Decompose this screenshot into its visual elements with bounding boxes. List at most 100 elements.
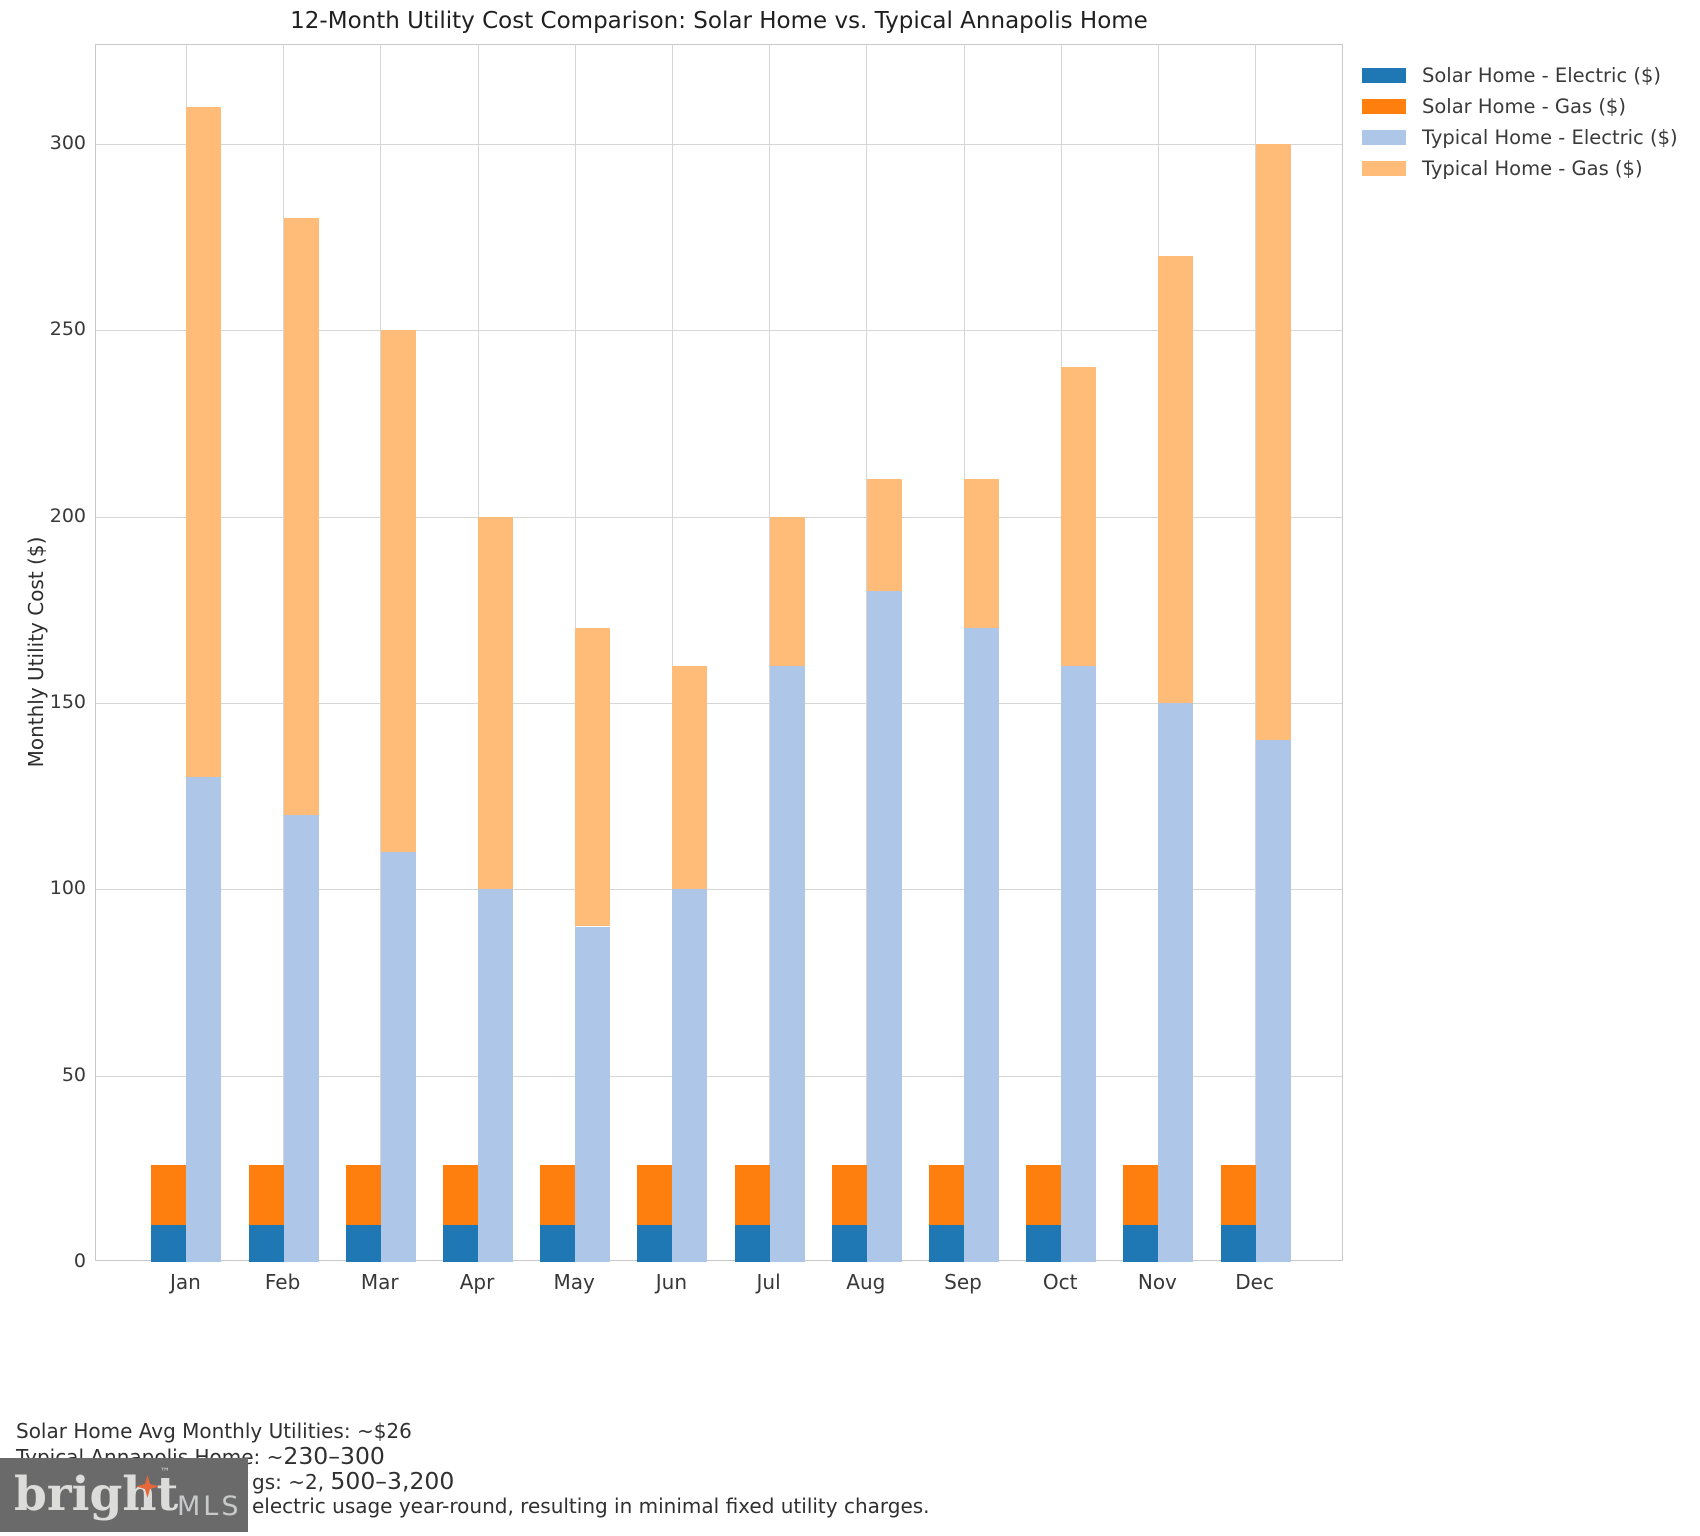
legend-swatch: [1362, 99, 1406, 114]
footnote-value: 500–3,200: [330, 1467, 455, 1495]
y-tick-label: 250: [49, 318, 86, 341]
x-tick-label: Oct: [1042, 1270, 1078, 1294]
bar-segment-typical-apr: [478, 516, 513, 890]
logo-brand-text: bright: [14, 1467, 179, 1522]
y-tick-label: 50: [61, 1063, 86, 1086]
bar-segment-typical-oct: [1061, 665, 1097, 1262]
bar-segment-typical-dec: [1255, 143, 1291, 741]
bar-segment-solar-mar: [345, 1165, 381, 1225]
bar-segment-typical-jan: [186, 106, 222, 778]
footnote-line: gs: ~2, 500–3,200: [0, 1467, 1700, 1495]
x-tick-label: Mar: [360, 1270, 399, 1294]
bar-segment-solar-jan: [151, 1165, 187, 1225]
x-tick-label: Sep: [944, 1270, 982, 1294]
y-gridline: [96, 889, 1342, 891]
footnote-text: gs: ~2,: [252, 1470, 331, 1494]
y-gridline: [96, 143, 1342, 145]
y-gridline: [96, 702, 1342, 704]
legend-item: Solar Home - Electric ($): [1362, 64, 1678, 87]
legend-label: Solar Home - Electric ($): [1422, 64, 1661, 87]
x-tick-label: May: [553, 1270, 595, 1294]
legend-swatch: [1362, 130, 1406, 145]
legend-label: Solar Home - Gas ($): [1422, 95, 1626, 118]
x-tick-label: Aug: [846, 1270, 886, 1294]
footnote-text: electric usage year-round, resulting in …: [252, 1494, 930, 1518]
bar-segment-solar-aug: [831, 1165, 867, 1225]
bar-segment-typical-mar: [380, 852, 416, 1262]
chart-title: 12-Month Utility Cost Comparison: Solar …: [290, 8, 1148, 34]
bar-segment-typical-jun: [672, 889, 708, 1262]
y-tick-label: 300: [49, 131, 86, 154]
legend-label: Typical Home - Electric ($): [1422, 126, 1678, 149]
bar-segment-solar-nov: [1123, 1224, 1159, 1262]
footnote-value: 230–300: [283, 1442, 385, 1470]
bar-segment-solar-oct: [1026, 1224, 1062, 1262]
bar-segment-typical-sep: [964, 628, 999, 1262]
bar-segment-solar-oct: [1026, 1165, 1062, 1225]
y-gridline: [96, 1075, 1342, 1077]
legend-swatch: [1362, 161, 1406, 176]
bar-segment-typical-may: [575, 628, 611, 927]
legend-item: Solar Home - Gas ($): [1362, 95, 1678, 118]
legend: Solar Home - Electric ($) Solar Home - Ga…: [1362, 64, 1678, 192]
bar-segment-solar-mar: [345, 1224, 381, 1262]
bar-segment-typical-oct: [1061, 367, 1097, 666]
x-tick-label: Dec: [1235, 1270, 1274, 1294]
x-tick-label: Nov: [1137, 1270, 1177, 1294]
y-tick-label: 0: [73, 1250, 86, 1272]
bar-segment-solar-may: [540, 1224, 576, 1262]
x-tick-label: Jun: [655, 1270, 688, 1294]
y-tick-label: 200: [49, 504, 86, 527]
x-gridline: [671, 45, 673, 1260]
bar-segment-typical-jul: [769, 665, 805, 1262]
bar-segment-solar-jun: [637, 1165, 673, 1225]
bar-segment-typical-apr: [478, 889, 513, 1262]
bar-segment-solar-apr: [443, 1224, 478, 1262]
bar-segment-typical-jun: [672, 665, 708, 890]
plot-area: [95, 44, 1343, 1262]
bar-segment-solar-jan: [151, 1224, 187, 1262]
bar-segment-solar-apr: [443, 1165, 478, 1225]
bar-segment-typical-jul: [769, 516, 805, 666]
footnote-line: Solar Home Avg Monthly Utilities: ~$26: [0, 1419, 1700, 1444]
bar-segment-typical-sep: [964, 479, 999, 629]
legend-label: Typical Home - Gas ($): [1422, 157, 1643, 180]
bar-segment-typical-may: [575, 926, 611, 1262]
bright-mls-logo: bright ™ MLS: [0, 1458, 248, 1532]
bar-segment-typical-feb: [283, 814, 319, 1262]
legend-item: Typical Home - Gas ($): [1362, 157, 1678, 180]
y-tick-label: 150: [49, 690, 86, 713]
y-gridline: [96, 330, 1342, 332]
y-gridline: [96, 516, 1342, 518]
bar-segment-typical-jan: [186, 777, 222, 1262]
bar-segment-solar-feb: [248, 1224, 284, 1262]
x-tick-label: Feb: [264, 1270, 301, 1294]
x-tick-label: Jul: [756, 1270, 781, 1294]
bar-segment-typical-nov: [1158, 255, 1194, 703]
x-tick-label: Jan: [169, 1270, 201, 1294]
bar-segment-solar-dec: [1220, 1165, 1256, 1225]
bar-segment-typical-mar: [380, 330, 416, 852]
bar-segment-typical-nov: [1158, 702, 1194, 1262]
logo-trademark: ™: [160, 1467, 170, 1478]
bar-segment-typical-dec: [1255, 740, 1291, 1262]
x-tick-label: Apr: [459, 1270, 495, 1294]
logo-mls-text: MLS: [177, 1491, 242, 1522]
bar-segment-solar-sep: [929, 1165, 964, 1225]
bar-segment-typical-feb: [283, 218, 319, 815]
bar-segment-solar-sep: [929, 1224, 964, 1262]
bar-segment-solar-jul: [734, 1224, 770, 1262]
bar-segment-solar-may: [540, 1165, 576, 1225]
bar-segment-solar-jul: [734, 1165, 770, 1225]
footnote-line: electric usage year-round, resulting in …: [0, 1494, 1700, 1519]
footnote-line: Typical Annapolis Home: ~230–300: [0, 1442, 1700, 1470]
bar-segment-solar-nov: [1123, 1165, 1159, 1225]
legend-swatch: [1362, 68, 1406, 83]
legend-item: Typical Home - Electric ($): [1362, 126, 1678, 149]
bar-segment-typical-aug: [866, 479, 902, 591]
bar-segment-typical-aug: [866, 591, 902, 1262]
y-axis-label: Monthly Utility Cost ($): [24, 536, 48, 768]
bar-segment-solar-jun: [637, 1224, 673, 1262]
footnote-text: Solar Home Avg Monthly Utilities: ~$26: [16, 1419, 412, 1443]
bar-segment-solar-aug: [831, 1224, 867, 1262]
